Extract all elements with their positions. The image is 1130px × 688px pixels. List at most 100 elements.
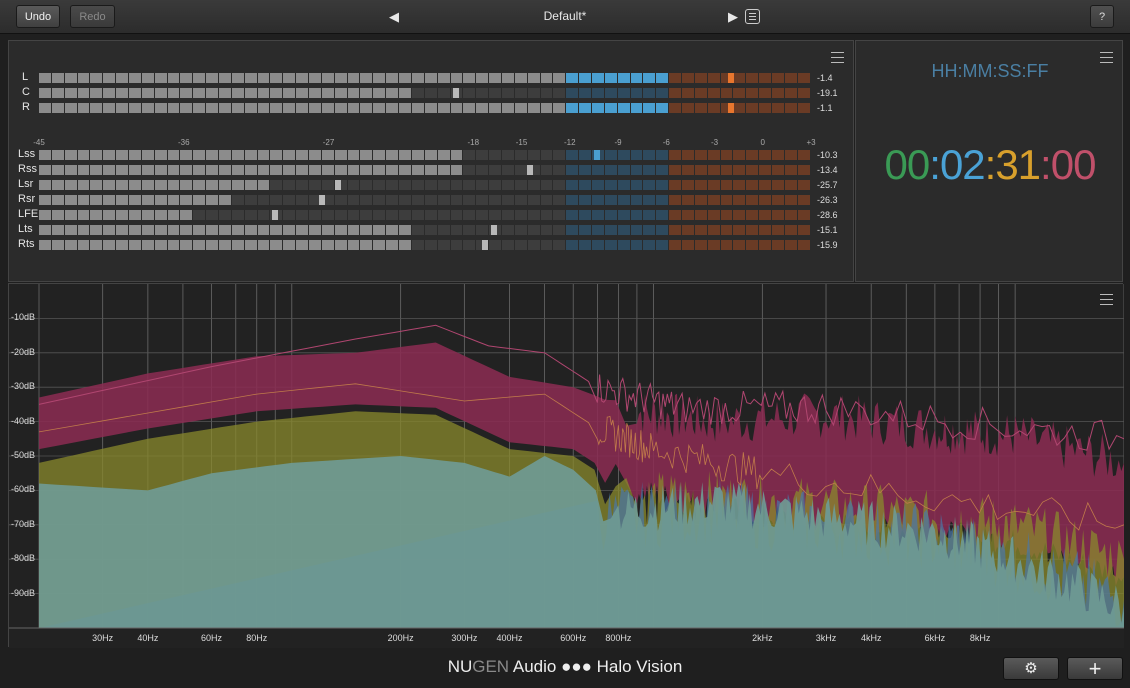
meter-segment <box>604 150 617 160</box>
meter-bar <box>39 73 811 83</box>
meter-segment <box>566 88 579 98</box>
meter-segment <box>141 88 154 98</box>
frequency-axis-label: 4kHz <box>860 633 882 643</box>
meter-segment <box>694 165 707 175</box>
meter-segment <box>604 225 617 235</box>
meter-segment <box>373 180 386 190</box>
meter-segment <box>219 73 231 83</box>
settings-button[interactable]: ⚙ <box>1003 657 1059 680</box>
undo-button[interactable]: Undo <box>16 5 60 28</box>
meter-segment <box>231 150 244 160</box>
meter-segment <box>579 88 591 98</box>
meter-segment <box>321 240 334 250</box>
meter-segment <box>309 240 321 250</box>
meter-segment <box>244 240 257 250</box>
add-button[interactable]: + <box>1067 657 1123 680</box>
meter-scale-label: -18 <box>467 138 480 147</box>
meter-segment <box>463 225 476 235</box>
meter-segment <box>656 240 669 250</box>
meter-segment <box>129 88 141 98</box>
meter-bar <box>39 180 811 190</box>
meter-segment <box>424 150 437 160</box>
meter-segment <box>154 195 167 205</box>
meter-segment <box>759 165 771 175</box>
meter-segment <box>334 165 347 175</box>
meter-segment <box>527 240 540 250</box>
help-button[interactable]: ? <box>1090 5 1114 28</box>
preset-name[interactable]: Default* <box>543 9 587 23</box>
meter-segment <box>167 210 180 220</box>
meter-menu-icon[interactable] <box>831 52 844 63</box>
meter-segment <box>116 150 129 160</box>
meter-segment <box>141 165 154 175</box>
meter-segment <box>270 150 283 160</box>
meter-segment <box>681 195 694 205</box>
next-preset-icon[interactable]: ▶ <box>728 9 738 24</box>
meter-segment <box>643 225 656 235</box>
meter-segment <box>720 103 733 113</box>
meter-segment <box>129 103 141 113</box>
level-meter-panel: L -1.4 C -19.1 R -1.1 -45 -36 -27 -18 -15 -12 -9 -6 -… <box>8 40 854 282</box>
meter-segment <box>643 195 656 205</box>
spectrum-menu-icon[interactable] <box>1100 294 1113 305</box>
meter-segment <box>386 103 399 113</box>
meter-segment <box>591 240 604 250</box>
meter-segment <box>720 240 733 250</box>
meter-segment <box>746 73 759 83</box>
meter-segment <box>553 210 566 220</box>
timecode-menu-icon[interactable] <box>1100 52 1113 63</box>
meter-segment <box>694 73 707 83</box>
meter-segment <box>746 240 759 250</box>
meter-scale-label: -3 <box>710 138 719 147</box>
previous-preset-icon[interactable]: ◀ <box>389 9 399 24</box>
meter-segment <box>630 240 643 250</box>
meter-segment <box>707 225 720 235</box>
preset-list-icon[interactable] <box>745 9 760 24</box>
meter-segment <box>283 165 296 175</box>
meter-segment <box>681 210 694 220</box>
meter-bar <box>39 88 811 98</box>
db-axis-label: -30dB <box>11 381 36 392</box>
meter-segment <box>64 195 77 205</box>
meter-segment <box>527 225 540 235</box>
meter-segment <box>720 180 733 190</box>
channel-label: LFE <box>18 208 39 220</box>
meter-segment <box>257 225 270 235</box>
meter-segment <box>206 88 219 98</box>
meter-scale-label: -12 <box>563 138 576 147</box>
meter-segment <box>514 150 527 160</box>
meter-segment <box>733 103 746 113</box>
meter-segment <box>39 240 51 250</box>
meter-segment <box>424 103 437 113</box>
meter-segment <box>579 103 591 113</box>
meter-segment <box>154 103 167 113</box>
meter-segment <box>219 240 231 250</box>
meter-segment <box>129 225 141 235</box>
meter-segment <box>553 73 566 83</box>
meter-segment <box>399 225 411 235</box>
redo-button[interactable]: Redo <box>70 5 115 28</box>
meter-segment <box>270 165 283 175</box>
db-axis-label: -60dB <box>11 484 36 495</box>
peak-hold-marker <box>452 88 459 98</box>
channel-peak-value: -13.4 <box>817 165 838 175</box>
meter-bar <box>39 103 811 113</box>
spectrum-peak-trace <box>38 324 1124 451</box>
meter-segment <box>694 210 707 220</box>
meter-segment <box>514 195 527 205</box>
meter-segment <box>373 88 386 98</box>
meter-segment <box>180 73 193 83</box>
timecode-display: 00:02:31:00 <box>856 141 1124 189</box>
meter-segment <box>373 103 386 113</box>
frequency-axis-label: 600Hz <box>560 633 587 643</box>
meter-segment <box>617 150 630 160</box>
meter-segment <box>296 240 309 250</box>
meter-segment <box>630 150 643 160</box>
meter-segment <box>733 195 746 205</box>
meter-segment <box>797 195 810 205</box>
meter-segment <box>167 165 180 175</box>
meter-segment <box>141 150 154 160</box>
meter-segment <box>424 180 437 190</box>
meter-segment <box>386 225 399 235</box>
meter-segment <box>64 225 77 235</box>
